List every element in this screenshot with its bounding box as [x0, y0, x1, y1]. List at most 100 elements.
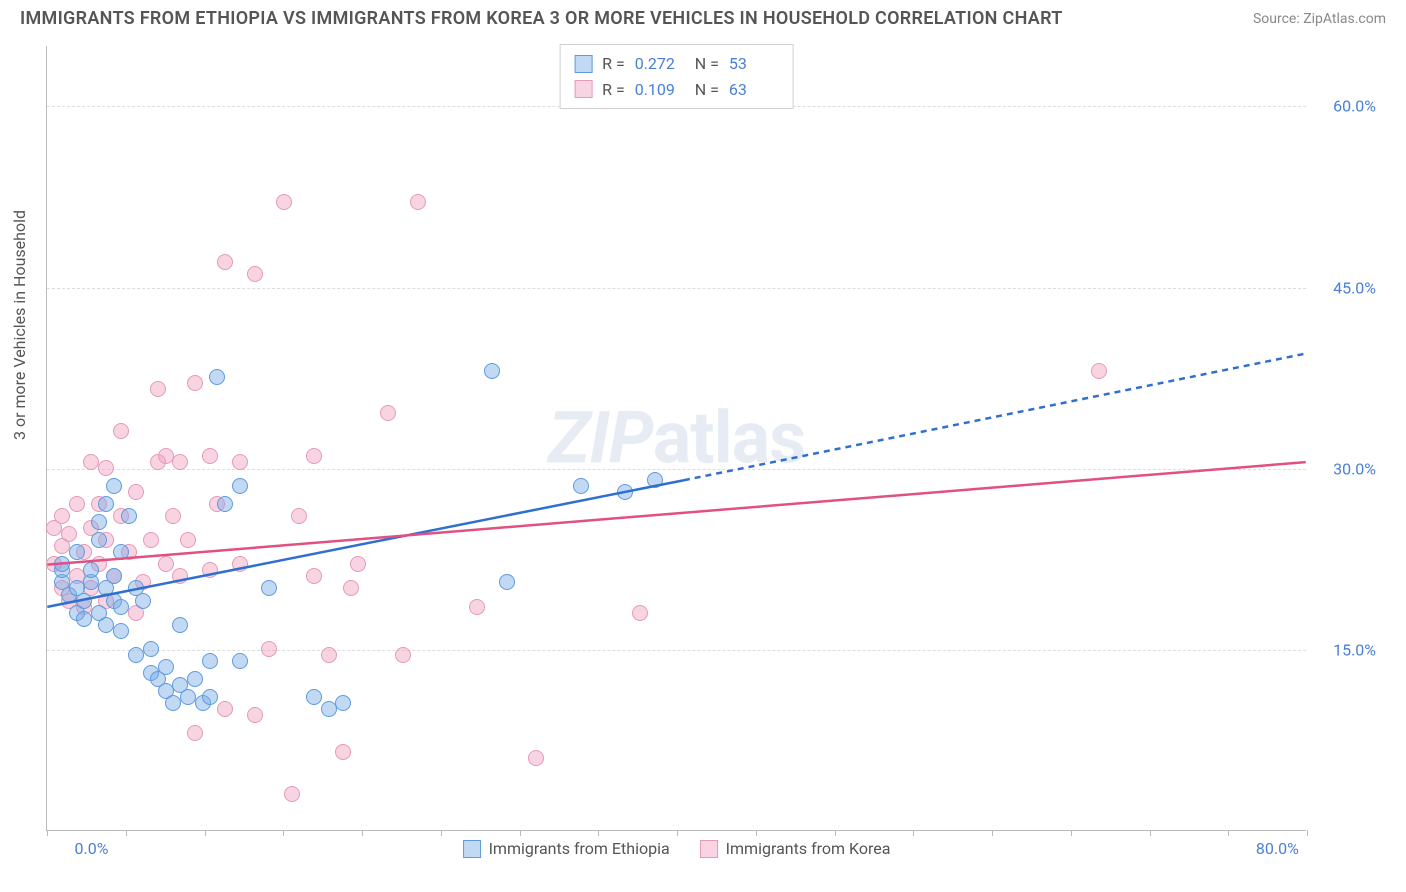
r-value-ethiopia: 0.272: [635, 51, 685, 77]
data-point-ethiopia: [113, 623, 129, 639]
data-point-korea: [232, 454, 248, 470]
r-label: R =: [602, 51, 625, 77]
data-point-korea: [247, 266, 263, 282]
data-point-ethiopia: [69, 544, 85, 560]
r-value-korea: 0.109: [635, 77, 685, 103]
y-tick-label: 15.0%: [1316, 640, 1376, 659]
data-point-ethiopia: [128, 647, 144, 663]
legend-row-ethiopia: R = 0.272 N = 53: [574, 51, 779, 77]
legend-item-ethiopia: Immigrants from Ethiopia: [463, 839, 670, 858]
plot-area: ZIPatlas R = 0.272 N = 53 R = 0.109 N = …: [46, 46, 1306, 831]
x-tick-mark: [992, 830, 993, 836]
data-point-korea: [232, 556, 248, 572]
data-point-ethiopia: [202, 653, 218, 669]
data-point-ethiopia: [232, 478, 248, 494]
data-point-korea: [172, 454, 188, 470]
data-point-ethiopia: [573, 478, 589, 494]
data-point-ethiopia: [91, 514, 107, 530]
data-point-korea: [98, 460, 114, 476]
swatch-korea: [574, 80, 592, 98]
x-tick-mark: [47, 830, 48, 836]
x-tick-mark: [283, 830, 284, 836]
swatch-ethiopia: [463, 840, 481, 858]
data-point-ethiopia: [76, 611, 92, 627]
data-point-korea: [321, 647, 337, 663]
y-tick-label: 30.0%: [1316, 459, 1376, 478]
data-point-ethiopia: [83, 562, 99, 578]
x-tick-label: 0.0%: [75, 839, 109, 858]
data-point-korea: [247, 707, 263, 723]
data-point-korea: [261, 641, 277, 657]
trend-line: [684, 354, 1306, 481]
data-point-ethiopia: [335, 695, 351, 711]
x-tick-mark: [362, 830, 363, 836]
data-point-ethiopia: [499, 574, 515, 590]
data-point-korea: [83, 454, 99, 470]
data-point-korea: [395, 647, 411, 663]
x-tick-mark: [756, 830, 757, 836]
data-point-korea: [61, 526, 77, 542]
y-tick-label: 60.0%: [1316, 97, 1376, 116]
data-point-korea: [632, 605, 648, 621]
data-point-korea: [217, 701, 233, 717]
data-point-korea: [335, 744, 351, 760]
trend-lines: [47, 46, 1306, 830]
x-tick-mark: [1307, 830, 1308, 836]
x-tick-mark: [1071, 830, 1072, 836]
data-point-korea: [69, 496, 85, 512]
data-point-ethiopia: [165, 695, 181, 711]
data-point-korea: [380, 405, 396, 421]
data-point-ethiopia: [98, 617, 114, 633]
data-point-ethiopia: [187, 671, 203, 687]
data-point-korea: [284, 786, 300, 802]
data-point-korea: [158, 448, 174, 464]
data-point-korea: [158, 556, 174, 572]
data-point-korea: [306, 448, 322, 464]
data-point-korea: [143, 532, 159, 548]
data-point-korea: [187, 375, 203, 391]
chart-title: IMMIGRANTS FROM ETHIOPIA VS IMMIGRANTS F…: [20, 8, 1063, 29]
data-point-korea: [54, 508, 70, 524]
data-point-ethiopia: [617, 484, 633, 500]
plot-wrapper: ZIPatlas R = 0.272 N = 53 R = 0.109 N = …: [46, 46, 1306, 831]
data-point-korea: [528, 750, 544, 766]
gridline-h: [47, 650, 1306, 651]
x-tick-mark: [520, 830, 521, 836]
n-value-korea: 63: [729, 77, 779, 103]
data-point-korea: [165, 508, 181, 524]
data-point-ethiopia: [321, 701, 337, 717]
data-point-ethiopia: [113, 599, 129, 615]
data-point-korea: [113, 423, 129, 439]
n-label: N =: [695, 77, 719, 103]
data-point-korea: [150, 381, 166, 397]
x-tick-mark: [126, 830, 127, 836]
x-tick-mark: [1150, 830, 1151, 836]
x-tick-mark: [835, 830, 836, 836]
r-label: R =: [602, 77, 625, 103]
data-point-ethiopia: [172, 617, 188, 633]
data-point-ethiopia: [106, 478, 122, 494]
data-point-ethiopia: [113, 544, 129, 560]
data-point-ethiopia: [106, 568, 122, 584]
data-point-korea: [306, 568, 322, 584]
data-point-korea: [202, 448, 218, 464]
data-point-ethiopia: [158, 659, 174, 675]
data-point-korea: [202, 562, 218, 578]
swatch-korea: [700, 840, 718, 858]
x-tick-mark: [598, 830, 599, 836]
data-point-korea: [128, 484, 144, 500]
data-point-ethiopia: [484, 363, 500, 379]
legend-item-korea: Immigrants from Korea: [700, 839, 891, 858]
data-point-ethiopia: [98, 496, 114, 512]
legend-series: Immigrants from Ethiopia Immigrants from…: [463, 839, 891, 858]
data-point-korea: [350, 556, 366, 572]
data-point-ethiopia: [261, 580, 277, 596]
data-point-korea: [180, 532, 196, 548]
data-point-korea: [187, 725, 203, 741]
data-point-ethiopia: [143, 641, 159, 657]
data-point-ethiopia: [121, 508, 137, 524]
data-point-korea: [276, 194, 292, 210]
n-label: N =: [695, 51, 719, 77]
data-point-korea: [410, 194, 426, 210]
swatch-ethiopia: [574, 55, 592, 73]
